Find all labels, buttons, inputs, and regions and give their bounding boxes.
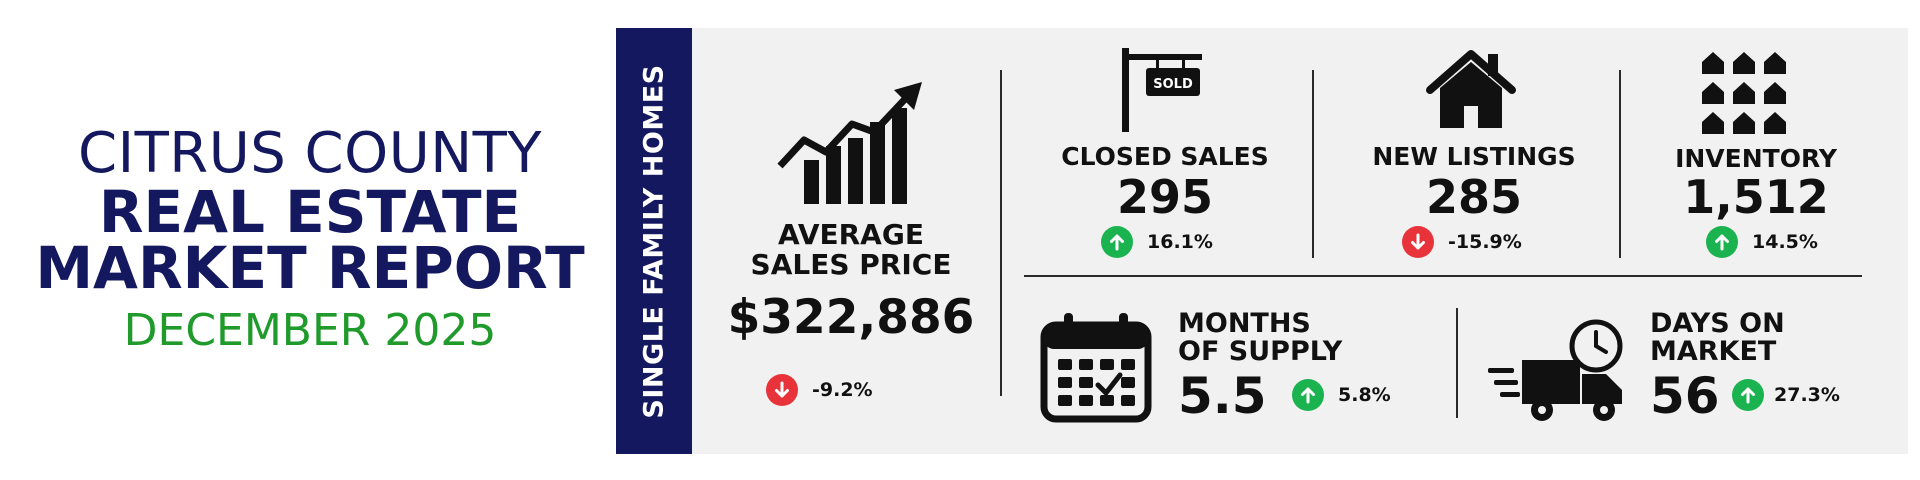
- county-name: CITRUS COUNTY: [77, 121, 543, 186]
- avg-price-label-line2: SALES PRICE: [750, 248, 952, 281]
- days-on-market-change-value: 27.3%: [1774, 384, 1840, 406]
- arrow-down-icon: [766, 374, 798, 406]
- days-on-market-change: 27.3%: [1732, 379, 1840, 411]
- days-on-market-value: 56: [1650, 367, 1720, 425]
- report-title-line2: MARKET REPORT: [35, 234, 585, 302]
- house-icon: [1426, 50, 1516, 128]
- months-supply-value: 5.5: [1178, 367, 1267, 425]
- side-tab-label: SINGLE FAMILY HOMES: [638, 63, 670, 419]
- houses-grid-icon: [1702, 52, 1786, 134]
- inventory-label: INVENTORY: [1675, 144, 1837, 173]
- months-supply-change: 5.8%: [1292, 379, 1391, 411]
- new-listings-change-value: -15.9%: [1448, 231, 1522, 253]
- arrow-up-icon: [1292, 379, 1324, 411]
- report-title-line1: REAL ESTATE: [98, 178, 522, 246]
- side-tab: SINGLE FAMILY HOMES: [616, 28, 692, 454]
- divider: [1000, 70, 1002, 396]
- divider: [1024, 275, 1862, 277]
- closed-sales-label: CLOSED SALES: [1061, 142, 1269, 171]
- avg-price-label-line1: AVERAGE: [778, 218, 924, 251]
- inventory-change-value: 14.5%: [1752, 231, 1818, 253]
- metrics-panel: SINGLE FAMILY HOMES AVERAGE SALES PRICE …: [616, 28, 1908, 454]
- avg-price-change-value: -9.2%: [812, 379, 873, 401]
- inventory-change: 14.5%: [1706, 226, 1818, 258]
- new-listings-value: 285: [1425, 170, 1523, 224]
- divider: [1619, 70, 1621, 258]
- arrow-up-icon: [1101, 226, 1133, 258]
- calendar-icon: [1040, 313, 1152, 423]
- report-date: DECEMBER 2025: [123, 305, 497, 356]
- closed-sales-value: 295: [1116, 170, 1214, 224]
- sold-sign-icon: SOLD: [1122, 48, 1202, 132]
- delivery-truck-icon: [1488, 319, 1623, 421]
- closed-sales-change: 16.1%: [1101, 226, 1213, 258]
- avg-price-value: $322,886: [727, 290, 975, 345]
- inventory-value: 1,512: [1683, 170, 1829, 224]
- months-supply-label-line1: MONTHS: [1178, 308, 1311, 339]
- days-on-market-label-line1: DAYS ON: [1650, 308, 1785, 339]
- new-listings-change: -15.9%: [1402, 226, 1522, 258]
- divider: [1456, 308, 1458, 418]
- months-supply-label-line2: OF SUPPLY: [1178, 336, 1343, 367]
- arrow-up-icon: [1706, 226, 1738, 258]
- sold-sign-text: SOLD: [1153, 77, 1193, 92]
- report-title-block: CITRUS COUNTY REAL ESTATE MARKET REPORT …: [0, 0, 620, 480]
- new-listings-label: NEW LISTINGS: [1372, 142, 1576, 171]
- growth-chart-icon: [777, 82, 922, 204]
- days-on-market-label-line2: MARKET: [1650, 336, 1777, 367]
- avg-price-change: -9.2%: [766, 374, 873, 406]
- arrow-up-icon: [1732, 379, 1764, 411]
- months-supply-change-value: 5.8%: [1338, 384, 1391, 406]
- divider: [1312, 70, 1314, 258]
- closed-sales-change-value: 16.1%: [1147, 231, 1213, 253]
- arrow-down-icon: [1402, 226, 1434, 258]
